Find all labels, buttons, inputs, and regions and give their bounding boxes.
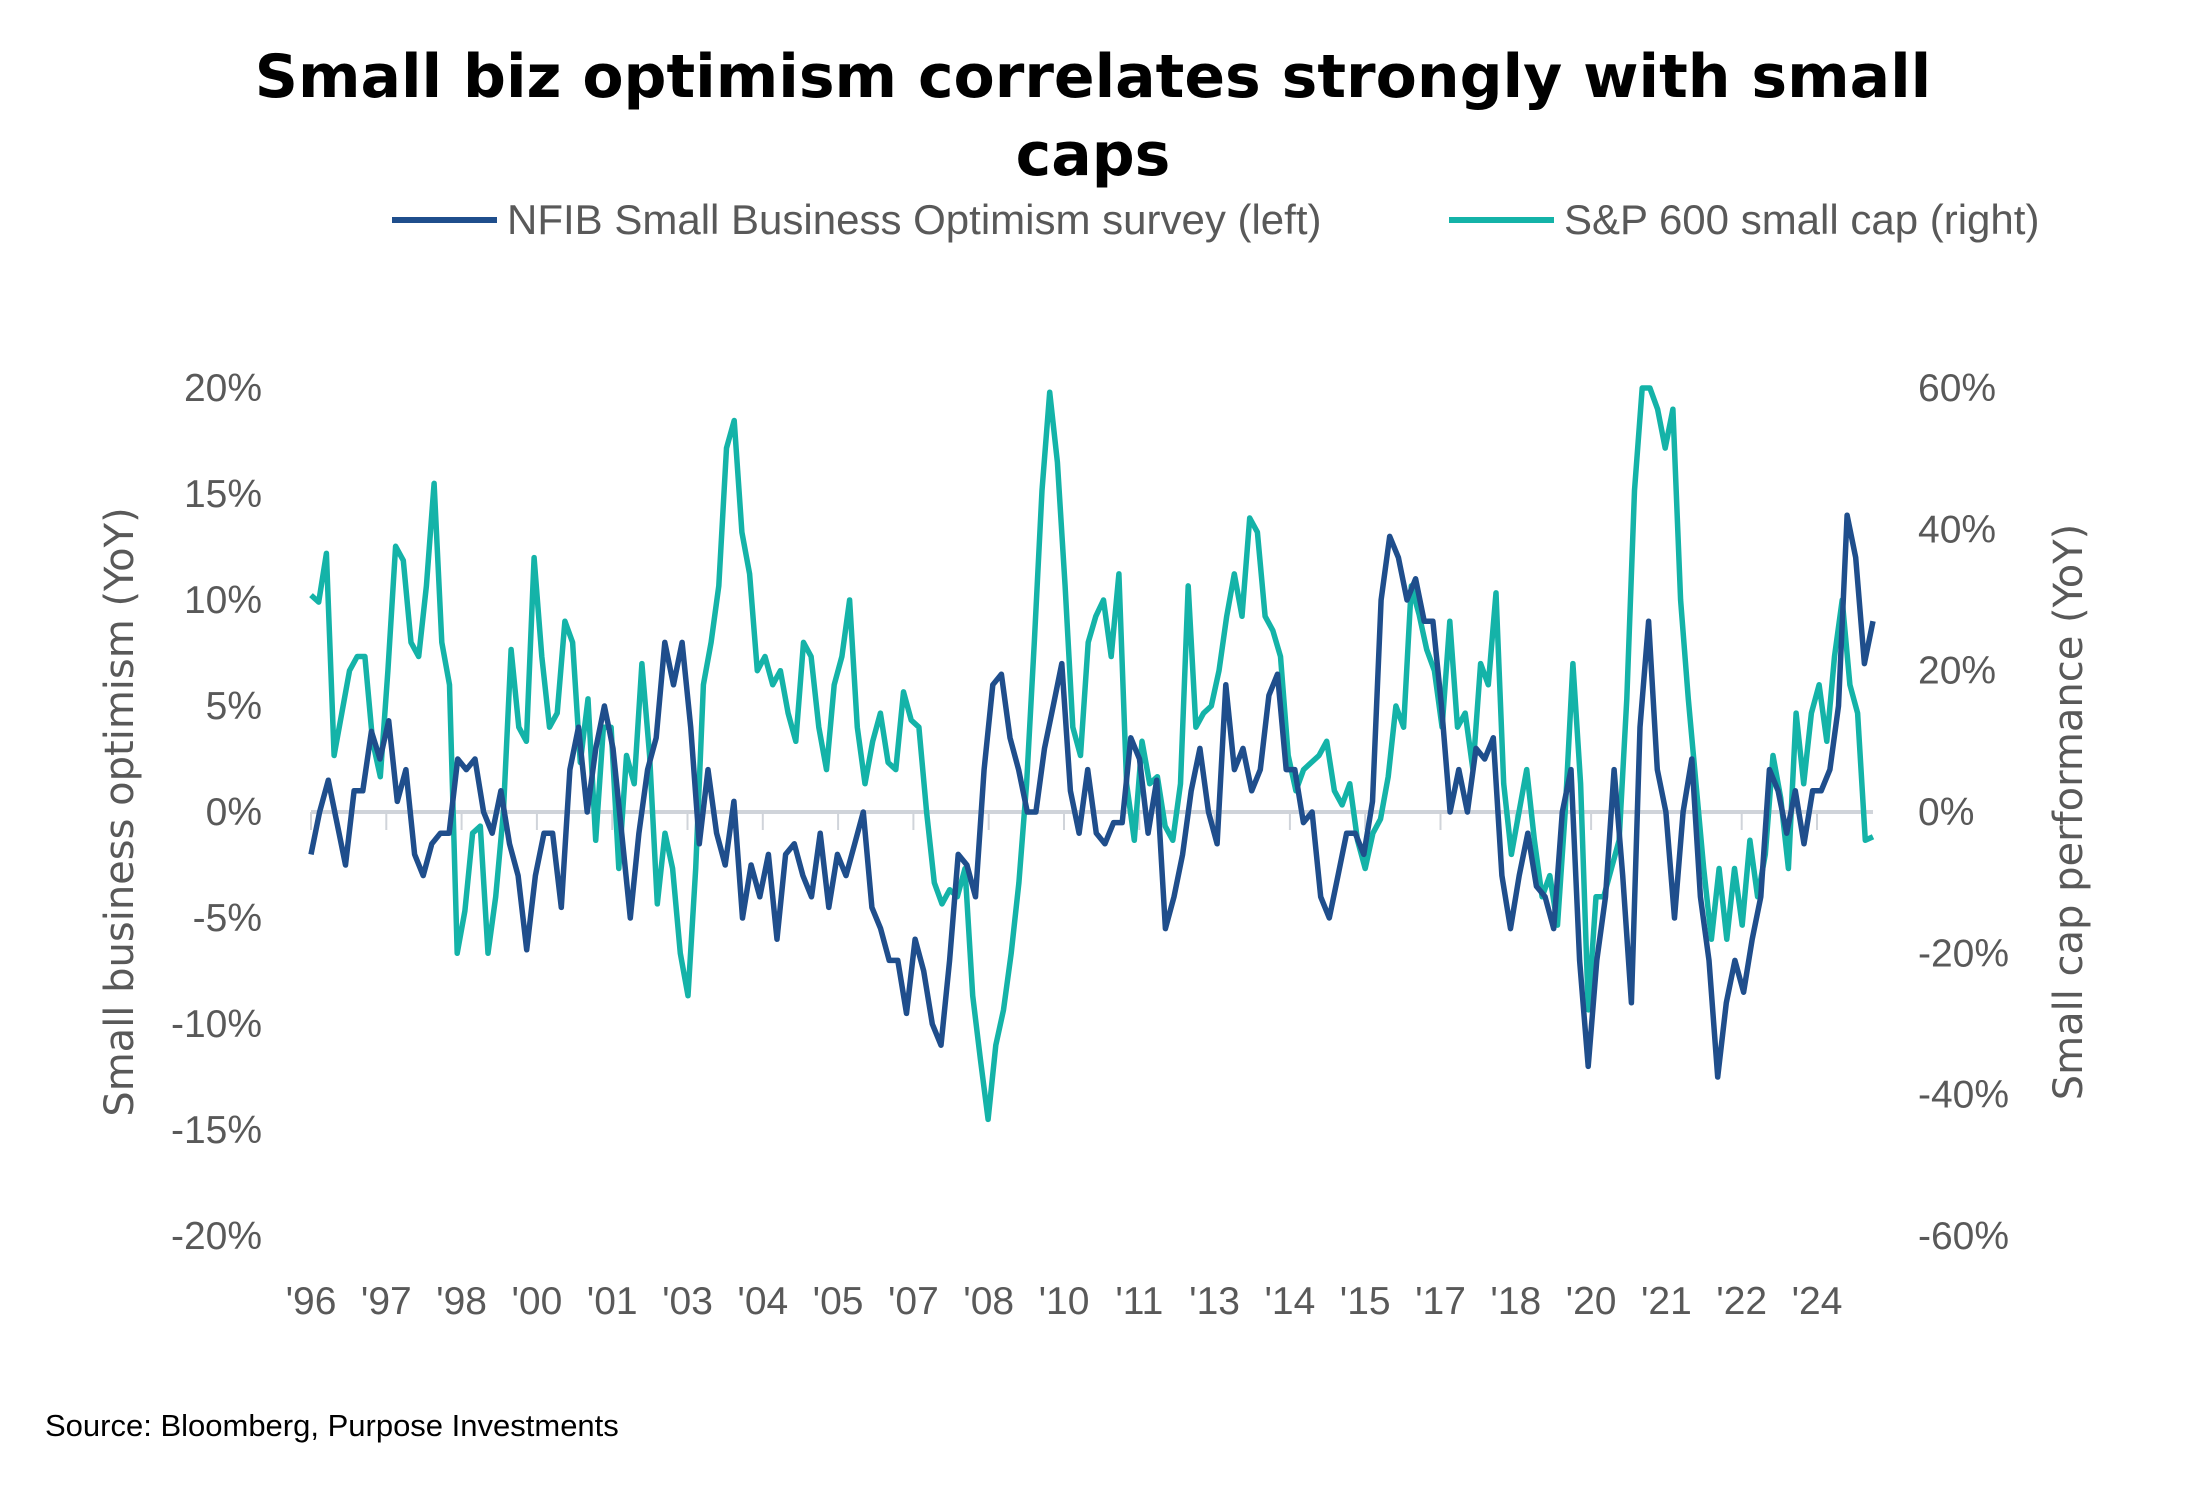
chart-title-line-2: caps <box>1015 120 1171 190</box>
left-tick-label: -5% <box>193 897 262 940</box>
x-tick-label: '00 <box>511 1280 562 1323</box>
legend-swatch-nfib <box>392 217 497 223</box>
x-axis-tick-marks <box>310 812 1818 830</box>
x-tick-label: '21 <box>1641 1280 1692 1323</box>
left-tick-label: 15% <box>184 473 262 516</box>
legend-label-nfib: NFIB Small Business Optimism survey (lef… <box>507 196 1322 243</box>
legend-swatch-sp600 <box>1449 217 1554 223</box>
x-tick-label: '22 <box>1716 1280 1767 1323</box>
right-tick-label: -40% <box>1918 1074 2009 1117</box>
x-tick-label: '11 <box>1115 1280 1163 1323</box>
series-line-nfib <box>308 512 1876 1080</box>
x-tick-label: '07 <box>888 1280 939 1323</box>
x-tick-label: '13 <box>1189 1280 1240 1323</box>
chart-title-line-1: Small biz optimism correlates strongly w… <box>254 42 1932 112</box>
left-tick-label: 20% <box>184 367 262 410</box>
x-tick-label: '17 <box>1415 1280 1466 1323</box>
legend-item-nfib: NFIB Small Business Optimism survey (lef… <box>392 196 1322 244</box>
left-axis-ticks: 20% 15% 10% 5% 0% -5% -10% -15% -20% <box>171 367 262 1258</box>
left-tick-label: -15% <box>171 1109 262 1152</box>
x-tick-label: '97 <box>361 1280 412 1323</box>
right-axis-ticks: 60% 40% 20% 0% -20% -40% -60% <box>1918 367 2009 1258</box>
x-tick-label: '05 <box>813 1280 864 1323</box>
x-tick-label: '24 <box>1792 1280 1843 1323</box>
legend-label-sp600: S&P 600 small cap (right) <box>1564 196 2040 243</box>
legend-item-sp600: S&P 600 small cap (right) <box>1449 196 2039 244</box>
right-tick-label: -60% <box>1918 1215 2009 1258</box>
series-line-sp600 <box>309 385 1875 1123</box>
x-tick-label: '10 <box>1039 1280 1090 1323</box>
right-tick-label: 40% <box>1918 508 1996 551</box>
source-note: Source: Bloomberg, Purpose Investments <box>45 1408 619 1443</box>
x-tick-label: '04 <box>737 1280 788 1323</box>
right-tick-label: 0% <box>1918 791 1974 834</box>
x-tick-label: '18 <box>1490 1280 1541 1323</box>
left-tick-label: 0% <box>206 791 262 834</box>
left-axis-title: Small business optimism (YoY) <box>97 507 143 1116</box>
x-tick-label: '98 <box>436 1280 487 1323</box>
x-axis-labels: '96 '97 '98 '00 '01 '03 '04 '05 '07 '08 '10 '11 '13 '… <box>286 1280 1843 1323</box>
left-tick-label: 5% <box>206 685 262 728</box>
left-tick-label: -20% <box>171 1215 262 1258</box>
right-tick-label: 60% <box>1918 367 1996 410</box>
right-axis-title: Small cap performance (YoY) <box>2046 524 2092 1101</box>
x-tick-label: '96 <box>286 1280 337 1323</box>
x-tick-label: '08 <box>963 1280 1014 1323</box>
x-tick-label: '03 <box>662 1280 713 1323</box>
chart-title: Small biz optimism correlates strongly w… <box>0 38 2186 194</box>
right-tick-label: 20% <box>1918 650 1996 693</box>
x-tick-label: '14 <box>1264 1280 1315 1323</box>
right-tick-label: -20% <box>1918 932 2009 975</box>
left-tick-label: -10% <box>171 1003 262 1046</box>
x-tick-label: '15 <box>1340 1280 1391 1323</box>
x-tick-label: '20 <box>1566 1280 1617 1323</box>
x-tick-label: '01 <box>587 1280 638 1323</box>
left-tick-label: 10% <box>184 579 262 622</box>
